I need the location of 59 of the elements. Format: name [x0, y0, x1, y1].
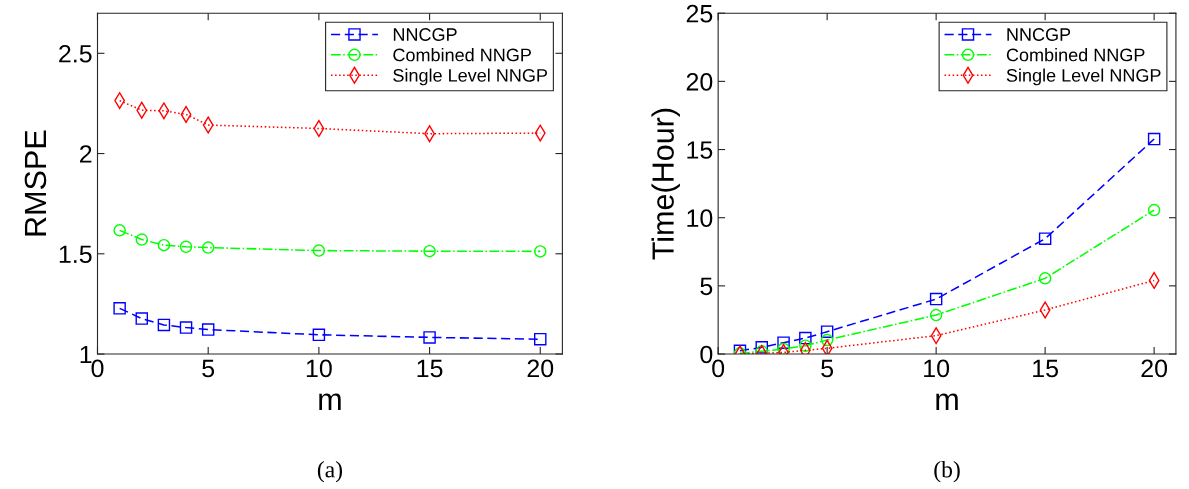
y-tick-label: 10	[687, 209, 713, 228]
x-tick-label: 20	[527, 359, 554, 378]
y-tick-label: 25	[686, 4, 713, 23]
point	[534, 245, 547, 258]
point	[135, 312, 149, 325]
y-tick-label: 15	[687, 141, 713, 159]
y-tick-label: 1	[80, 345, 92, 364]
point	[312, 244, 326, 257]
point	[777, 336, 790, 349]
point	[312, 328, 326, 342]
x-tick-label: 15	[417, 359, 443, 378]
y-tick-label: 5	[700, 277, 713, 296]
point	[113, 302, 126, 315]
point	[929, 292, 943, 306]
point	[157, 318, 171, 332]
point	[534, 332, 547, 346]
x-tick-label: 0	[712, 359, 725, 378]
point	[179, 321, 193, 334]
point	[201, 323, 215, 336]
point	[423, 244, 436, 258]
point	[201, 241, 215, 254]
x-tick-label: 10	[306, 359, 332, 378]
point	[820, 333, 834, 347]
point	[157, 238, 171, 252]
y-tick-label: 20	[686, 72, 713, 91]
x-tick-label: 15	[1033, 359, 1058, 378]
point	[1038, 272, 1052, 285]
legend-label: Single Level NNGP	[393, 68, 547, 86]
legend-label: Combined NNGP	[393, 48, 531, 62]
x-tick-label: 10	[924, 359, 950, 378]
legend-label: Single Level NNGP	[1006, 68, 1161, 86]
point	[1147, 203, 1161, 217]
point	[799, 331, 812, 345]
x-axis-title: m	[936, 393, 958, 410]
point	[179, 240, 193, 254]
x-axis-title: m	[319, 393, 341, 410]
y-tick-label: 0	[700, 345, 713, 364]
legend-label: NNCGP	[393, 28, 457, 41]
point	[423, 331, 436, 344]
text: (b)	[934, 460, 960, 483]
y-tick-label: 2.5	[59, 44, 92, 63]
y-tick-label: 2	[79, 145, 92, 163]
point	[1038, 232, 1052, 245]
y-tick-label: 1.5	[59, 245, 92, 264]
point	[1147, 132, 1161, 146]
point	[113, 224, 126, 237]
x-tick-label: 0	[91, 359, 104, 378]
point	[821, 339, 833, 355]
text: (a)	[317, 460, 343, 483]
point	[820, 325, 834, 338]
x-tick-label: 20	[1141, 359, 1168, 378]
x-tick-label: 5	[202, 359, 215, 378]
point	[135, 233, 149, 246]
legend-label: NNCGP	[1007, 28, 1071, 41]
point	[929, 308, 943, 322]
y-axis-title: RMSPE	[24, 130, 47, 236]
legend-label: Combined NNGP	[1006, 48, 1145, 62]
x-tick-label: 5	[821, 359, 834, 378]
y-axis-title: Time(Hour)	[651, 108, 680, 260]
